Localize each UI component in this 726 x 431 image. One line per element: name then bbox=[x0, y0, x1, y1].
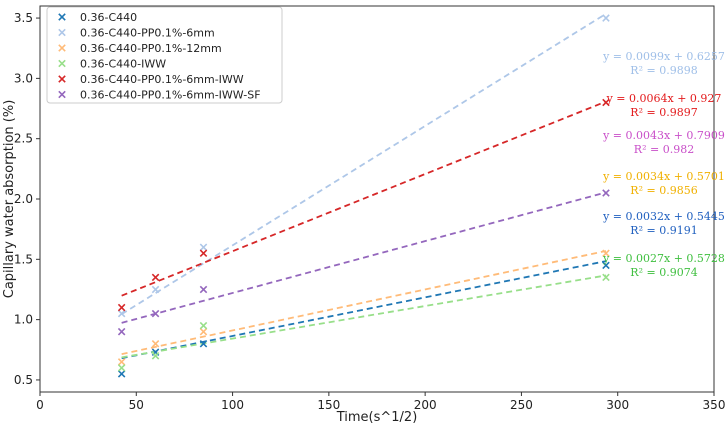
data-point-3-3 bbox=[602, 273, 610, 282]
trendline-equation: y = 0.0064x + 0.927 bbox=[606, 92, 722, 105]
legend-box bbox=[46, 6, 283, 104]
plot-area bbox=[117, 13, 610, 378]
data-point-4-3 bbox=[602, 98, 610, 107]
x-tick-label: 150 bbox=[317, 398, 340, 412]
x-tick-label: 0 bbox=[36, 398, 44, 412]
trendline-2 bbox=[121, 250, 607, 355]
legend-label: 0.36-C440-IWW bbox=[80, 58, 166, 71]
y-tick-label: 2.0 bbox=[14, 192, 33, 206]
trendline-4 bbox=[121, 100, 607, 297]
y-tick-label: 3.5 bbox=[14, 11, 33, 25]
trendline-r2: R² = 0.982 bbox=[634, 143, 694, 156]
x-axis-title: Time(s^1/2) bbox=[336, 410, 418, 425]
legend-marker bbox=[58, 75, 66, 83]
axes: 0 50 100 150 200 250 300 350 0.5 1.0 1.5 2.0 2.5 3.0 3… bbox=[14, 5, 726, 412]
data-point-3-0 bbox=[117, 364, 126, 372]
data-point-4-2 bbox=[199, 249, 208, 258]
trendline-equation: y = 0.0043x + 0.7909 bbox=[602, 129, 725, 142]
trendline-1 bbox=[121, 13, 607, 315]
y-tick-label: 0.5 bbox=[14, 373, 33, 387]
legend-label: 0.36-C440-PP0.1%-6mm bbox=[80, 27, 215, 40]
data-point-5-1 bbox=[151, 309, 160, 318]
data-point-2-2 bbox=[199, 327, 208, 336]
data-point-5-2 bbox=[199, 285, 208, 294]
data-point-3-1 bbox=[151, 352, 160, 360]
trendline-r2: R² = 0.9856 bbox=[630, 184, 697, 197]
data-point-5-3 bbox=[602, 189, 610, 197]
data-point-1-0 bbox=[117, 309, 126, 318]
x-tick-label: 350 bbox=[703, 398, 726, 412]
trendline-equation: y = 0.0034x + 0.5701 bbox=[602, 170, 725, 183]
data-point-2-1 bbox=[151, 339, 160, 348]
legend-marker bbox=[58, 59, 66, 68]
trendline-equation: y = 0.0027x + 0.5728 bbox=[602, 252, 725, 265]
y-axis-title: Capillary water absorption (%) bbox=[2, 100, 17, 299]
trendline-equation: y = 0.0099x + 0.6257 bbox=[602, 50, 725, 63]
legend-marker bbox=[58, 13, 66, 21]
legend-label: 0.36-C440-PP0.1%-6mm-IWW bbox=[80, 73, 244, 86]
data-point-5-0 bbox=[117, 327, 126, 336]
y-tick-label: 2.5 bbox=[14, 132, 33, 146]
x-tick-label: 250 bbox=[510, 398, 533, 412]
data-point-0-2 bbox=[199, 339, 208, 348]
y-tick-label: 1.5 bbox=[14, 252, 33, 266]
trendline-0 bbox=[121, 260, 607, 360]
trendline-3 bbox=[121, 274, 607, 359]
legend-label: 0.36-C440-PP0.1%-6mm-IWW-SF bbox=[80, 89, 261, 102]
data-point-0-3 bbox=[602, 261, 610, 270]
legend-label: 0.36-C440 bbox=[80, 11, 137, 24]
data-point-2-3 bbox=[602, 249, 610, 258]
data-point-1-3 bbox=[602, 14, 610, 22]
trendline-r2: R² = 0.9898 bbox=[630, 64, 697, 77]
trendline-r2: R² = 0.9897 bbox=[630, 106, 697, 119]
legend-marker bbox=[58, 28, 66, 37]
x-tick-label: 200 bbox=[414, 398, 437, 412]
legend-marker bbox=[58, 90, 66, 99]
data-point-0-0 bbox=[117, 370, 126, 378]
data-point-1-1 bbox=[151, 285, 160, 294]
data-point-4-1 bbox=[151, 273, 160, 282]
data-point-1-2 bbox=[199, 243, 208, 252]
trendline-5 bbox=[121, 191, 607, 324]
x-tick-label: 100 bbox=[221, 398, 244, 412]
trendline-equation: y = 0.0032x + 0.5445 bbox=[602, 210, 725, 223]
legend-marker bbox=[58, 44, 66, 52]
y-tick-label: 3.0 bbox=[14, 71, 33, 85]
legend: 0.36-C440 0.36-C440-PP0.1%-6mm 0.36-C440-P… bbox=[46, 6, 283, 104]
x-tick-label: 50 bbox=[129, 398, 144, 412]
legend-label: 0.36-C440-PP0.1%-12mm bbox=[80, 42, 222, 55]
y-tick-label: 1.0 bbox=[14, 313, 33, 327]
data-point-2-0 bbox=[117, 358, 126, 366]
x-tick-label: 300 bbox=[606, 398, 629, 412]
data-point-4-0 bbox=[117, 303, 126, 312]
data-point-3-2 bbox=[199, 321, 208, 330]
trendline-r2: R² = 0.9074 bbox=[630, 266, 697, 279]
trendline-r2: R² = 0.9191 bbox=[630, 224, 697, 237]
